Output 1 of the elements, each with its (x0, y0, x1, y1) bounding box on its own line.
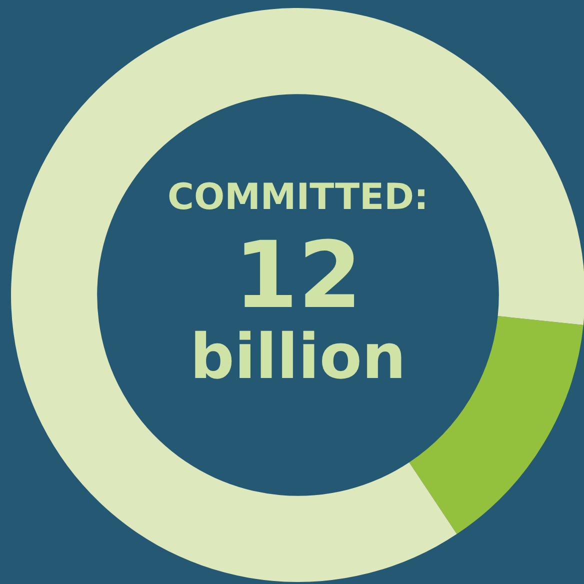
text: COMMITTED: (166, 177, 430, 218)
